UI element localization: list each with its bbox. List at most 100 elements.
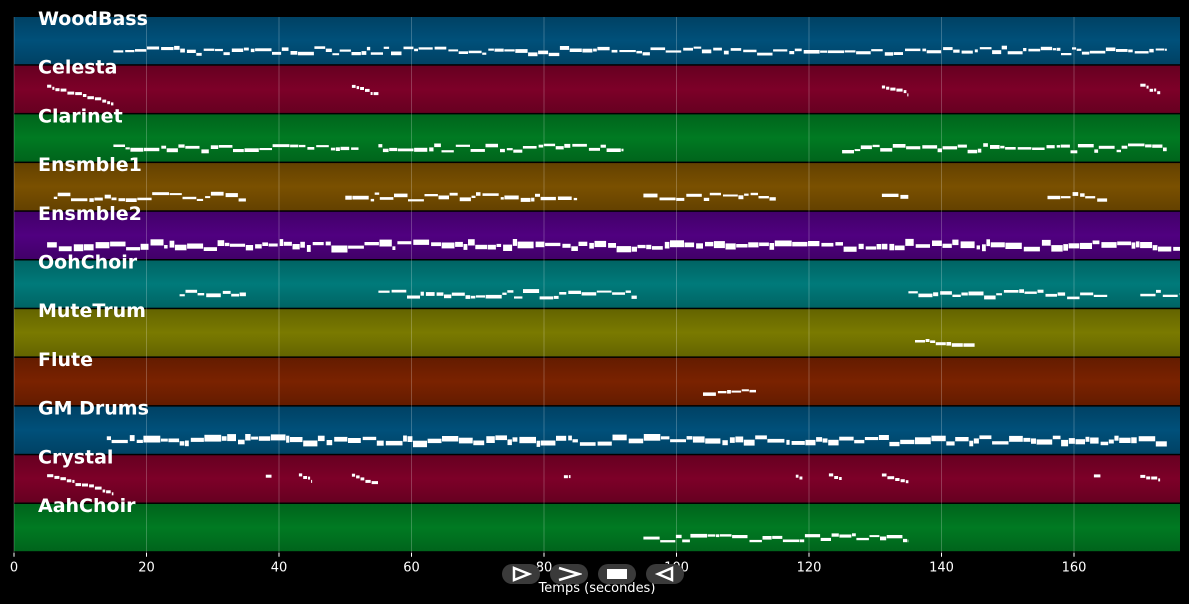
note-mark: [794, 48, 802, 52]
note-mark: [425, 292, 435, 296]
track-lane: [14, 406, 1180, 454]
track-lane: [14, 260, 1180, 308]
note-mark: [900, 479, 905, 483]
note-mark: [876, 244, 882, 250]
note-mark: [408, 199, 424, 202]
note-mark: [312, 242, 324, 246]
note-mark: [325, 241, 331, 246]
note-mark: [905, 48, 921, 52]
note-mark: [1085, 196, 1096, 199]
note-mark: [360, 477, 365, 481]
note-mark: [238, 439, 245, 445]
note-mark: [773, 49, 788, 52]
note-mark: [348, 438, 361, 443]
note-mark: [872, 144, 880, 148]
note-mark: [535, 193, 540, 197]
note-mark: [556, 435, 567, 441]
note-mark: [839, 436, 854, 441]
note-mark: [951, 343, 963, 347]
note-mark: [769, 197, 776, 201]
note-mark: [67, 91, 75, 95]
note-mark: [316, 145, 329, 148]
note-mark: [743, 439, 755, 446]
note-mark: [442, 436, 459, 442]
prev-button[interactable]: [646, 564, 684, 584]
note-mark: [568, 475, 571, 479]
note-mark: [572, 439, 578, 443]
note-mark: [933, 292, 939, 297]
note-mark: [424, 194, 438, 197]
note-mark: [1061, 53, 1072, 56]
note-mark: [992, 441, 1009, 445]
note-mark: [118, 198, 126, 202]
next-button[interactable]: [550, 564, 588, 584]
note-mark: [843, 246, 857, 252]
note-mark: [339, 49, 351, 52]
note-mark: [887, 476, 895, 480]
note-mark: [1116, 149, 1121, 153]
note-mark: [451, 292, 465, 296]
stop-button[interactable]: [598, 564, 636, 584]
x-tick-label: 40: [271, 561, 288, 576]
note-mark: [487, 244, 496, 250]
note-mark: [221, 436, 227, 441]
note-mark: [854, 149, 861, 152]
note-mark: [475, 295, 485, 298]
note-mark: [915, 244, 930, 248]
note-mark: [1164, 48, 1167, 51]
note-mark: [1040, 46, 1053, 51]
track-lane: [14, 17, 1180, 65]
note-mark: [515, 49, 528, 53]
note-mark: [394, 193, 408, 198]
note-mark: [137, 197, 152, 201]
note-mark: [286, 435, 290, 443]
note-mark: [102, 99, 107, 103]
note-mark: [707, 534, 716, 537]
note-mark: [255, 244, 262, 249]
note-mark: [113, 144, 125, 147]
note-mark: [180, 48, 185, 53]
note-mark: [1149, 88, 1154, 92]
note-mark: [593, 48, 597, 52]
play-icon: [512, 566, 532, 582]
note-mark: [738, 195, 744, 200]
note-mark: [507, 290, 514, 293]
note-mark: [391, 51, 402, 56]
note-mark: [1089, 50, 1106, 54]
note-mark: [893, 52, 903, 55]
note-mark: [652, 246, 663, 250]
track-label: Flute: [38, 349, 93, 371]
note-mark: [725, 243, 736, 250]
note-mark: [1140, 242, 1153, 249]
note-mark: [243, 47, 249, 51]
note-mark: [441, 242, 455, 249]
note-mark: [73, 244, 84, 252]
note-mark: [557, 196, 572, 200]
note-mark: [736, 244, 748, 248]
note-mark: [376, 440, 384, 446]
note-mark: [643, 193, 658, 198]
note-mark: [922, 48, 927, 52]
note-mark: [905, 480, 909, 484]
note-mark: [889, 243, 895, 251]
note-mark: [1032, 147, 1045, 150]
note-mark: [298, 473, 303, 477]
note-mark: [373, 92, 379, 96]
note-mark: [834, 476, 839, 479]
note-mark: [1080, 292, 1094, 296]
play-button[interactable]: [502, 564, 540, 584]
note-mark: [717, 391, 727, 394]
note-mark: [869, 535, 880, 538]
note-mark: [1140, 474, 1146, 478]
note-mark: [47, 474, 54, 478]
note-mark: [955, 437, 969, 442]
note-mark: [597, 46, 610, 51]
note-mark: [1101, 242, 1117, 248]
note-mark: [932, 240, 942, 246]
note-mark: [968, 291, 984, 296]
note-mark: [414, 147, 428, 152]
note-mark: [403, 435, 407, 442]
note-mark: [1158, 478, 1161, 482]
note-mark: [500, 148, 505, 153]
note-mark: [953, 49, 960, 53]
